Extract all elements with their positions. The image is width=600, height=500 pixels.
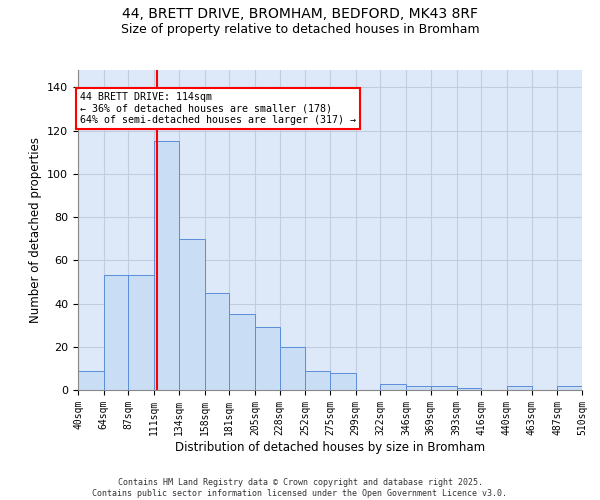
X-axis label: Distribution of detached houses by size in Bromham: Distribution of detached houses by size … [175,440,485,454]
Bar [431,386,457,390]
Bar [557,386,582,390]
Bar [128,276,154,390]
Bar [457,388,481,390]
Bar [406,386,431,390]
Bar [280,347,305,390]
Text: 44, BRETT DRIVE, BROMHAM, BEDFORD, MK43 8RF: 44, BRETT DRIVE, BROMHAM, BEDFORD, MK43 … [122,8,478,22]
Bar [154,142,179,390]
Text: 44 BRETT DRIVE: 114sqm
← 36% of detached houses are smaller (178)
64% of semi-de: 44 BRETT DRIVE: 114sqm ← 36% of detached… [80,92,356,125]
Bar [104,276,128,390]
Bar [507,386,532,390]
Text: Contains HM Land Registry data © Crown copyright and database right 2025.
Contai: Contains HM Land Registry data © Crown c… [92,478,508,498]
Bar [205,292,229,390]
Bar [78,370,104,390]
Bar [330,372,356,390]
Bar [229,314,255,390]
Y-axis label: Number of detached properties: Number of detached properties [29,137,41,323]
Text: Size of property relative to detached houses in Bromham: Size of property relative to detached ho… [121,22,479,36]
Bar [305,370,330,390]
Bar [255,328,280,390]
Bar [179,238,205,390]
Bar [380,384,406,390]
